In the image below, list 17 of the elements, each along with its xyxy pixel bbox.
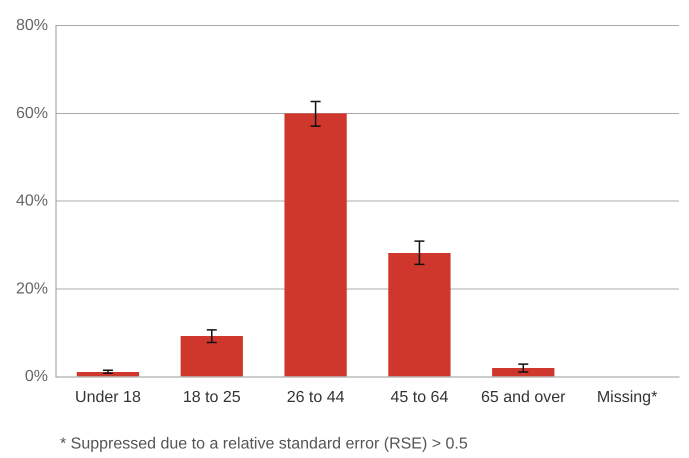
x-tick-label: Under 18 <box>75 388 141 406</box>
bar <box>492 368 554 376</box>
x-tick-label: 45 to 64 <box>390 388 448 406</box>
x-tick-label: Missing* <box>596 388 658 406</box>
x-tick-label: 65 and over <box>481 388 566 406</box>
text: * Suppressed due to a relative standard error (RSE) > 0.5 <box>60 435 468 452</box>
y-tick-label: 60% <box>16 104 48 122</box>
y-tick-label: 40% <box>16 192 48 210</box>
bar <box>388 253 451 376</box>
bar <box>180 336 243 376</box>
bar <box>76 372 140 376</box>
x-tick-label: 18 to 25 <box>182 388 241 406</box>
y-tick-label: 20% <box>16 280 48 298</box>
y-tick-label: 0% <box>24 368 48 386</box>
y-tick-label: 80% <box>16 17 48 34</box>
x-tick-label: 26 to 44 <box>286 388 345 406</box>
bar <box>284 113 347 376</box>
